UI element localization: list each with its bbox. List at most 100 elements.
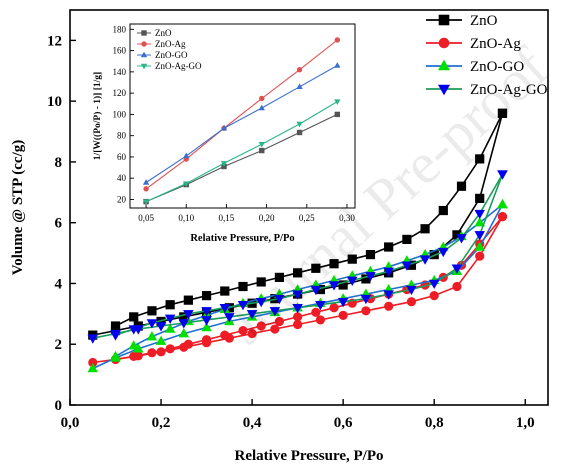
main-series-zno-ag-desorption-point <box>183 339 193 349</box>
main-series-zno-ag-go-desorption-point <box>183 310 194 320</box>
inset-series-zno-ag-go-point <box>334 99 341 106</box>
main-series-zno-ag-go-adsorption-point <box>406 285 417 296</box>
main-series-zno-go-adsorption-point <box>87 362 99 373</box>
inset-legend-marker <box>141 30 147 36</box>
main-series-zno-ag-go-desorption-point <box>456 234 467 244</box>
inset-series-zno-ag-go-point <box>183 181 190 187</box>
main-series-zno-ag-adsorption-point <box>384 301 394 311</box>
main-plot-frame <box>69 9 549 406</box>
main-series-zno-desorption-point <box>293 268 303 278</box>
inset-series-zno-ag-go-line <box>145 101 338 203</box>
main-series-zno-ag-go-desorption-point <box>201 307 212 317</box>
inset-y-tick-label: 40 <box>117 173 127 183</box>
main-series-zno-desorption-point <box>129 312 139 322</box>
main-series-zno-ag-go-adsorption-point <box>246 310 258 320</box>
main-y-tick-label: 10 <box>47 94 62 110</box>
inset-x-tick-label: 0,25 <box>299 213 315 223</box>
main-series-zno-go-desorption-point <box>146 331 158 341</box>
main-series-zno-ag-adsorption-point <box>315 315 325 325</box>
main-series-zno-ag-adsorption-point <box>429 291 439 301</box>
main-series-zno-go-desorption-line <box>115 203 503 358</box>
main-series-zno-ag-adsorption-point <box>247 328 257 339</box>
main-x-tick-label: 0,4 <box>243 415 262 431</box>
main-series-zno-ag-go-adsorption-point <box>178 319 190 329</box>
main-series-zno-desorption-point <box>311 263 321 273</box>
main-series-zno-ag-go-desorption-point <box>347 276 358 286</box>
main-series-zno-ag-go-desorption-point <box>164 314 176 324</box>
inset-series-zno-ag-point <box>296 67 303 73</box>
main-series-zno-ag-go-adsorption-point <box>337 297 349 308</box>
inset-x-tick-label: 0,15 <box>219 213 235 223</box>
main-series-zno-ag-desorption-point <box>201 335 212 345</box>
main-x-tick-label: 0,0 <box>61 415 80 431</box>
inset-x-tick-label: 0,10 <box>178 213 194 223</box>
main-series-zno-ag-adsorption-point <box>338 310 348 320</box>
inset-series-zno-go-point <box>183 152 190 159</box>
main-series-zno-ag-desorption-point <box>238 325 248 336</box>
main-series-zno-ag-adsorption-point <box>475 251 485 261</box>
main-series-zno-go-adsorption-point <box>178 328 190 338</box>
main-series-zno-desorption-point <box>497 108 508 118</box>
main-series-zno-ag-go-adsorption-point <box>383 290 394 300</box>
inset-x-tick-label: 0,30 <box>339 213 355 223</box>
inset-y-tick-label: 140 <box>113 67 127 77</box>
inset-legend-marker <box>140 63 148 70</box>
main-series-zno-ag-adsorption-point <box>452 281 462 292</box>
main-series-zno-ag-desorption-point <box>129 351 139 361</box>
inset-x-axis-label: Relative Pressure, P/Po <box>190 233 294 244</box>
main-series-zno-desorption-point <box>147 306 157 316</box>
main-series-zno-ag-adsorption-point <box>270 324 280 334</box>
main-x-tick-label: 0,2 <box>152 415 171 431</box>
main-series-zno-desorption-line <box>115 112 504 327</box>
inset-series-zno-line <box>145 113 338 203</box>
main-y-axis-label: Volume @ STP (cc/g) <box>10 140 26 275</box>
inset-series-zno-ag-point <box>143 186 149 192</box>
main-series-zno-go-desorption-point <box>164 323 176 333</box>
main-series-zno-ag-go-desorption-point <box>219 304 231 314</box>
main-x-tick-label: 1,0 <box>516 415 535 431</box>
main-legend-label: ZnO-Ag-GO <box>470 82 548 98</box>
main-series-zno-ag-desorption-point <box>329 303 339 313</box>
main-series-zno-desorption-point <box>384 242 394 252</box>
main-legend-label: ZnO-GO <box>470 59 524 75</box>
main-series-zno-desorption-point <box>274 272 285 282</box>
inset-series-zno-ag-go-point <box>220 161 228 167</box>
inset-legend-label: ZnO-GO <box>155 50 188 60</box>
inset-legend-label: ZnO <box>155 28 172 38</box>
main-series-zno-go-adsorption-point <box>474 241 485 251</box>
inset-y-axis-label: 1/[W((Po/P) - 1)] [1/g] <box>92 72 103 160</box>
main-series-zno-ag-desorption-point <box>220 330 230 340</box>
main-series-zno-ag-go-desorption-point <box>383 267 394 277</box>
inset-plot-frame <box>129 23 356 209</box>
main-legend-marker <box>437 59 451 71</box>
main-series-zno-adsorption-point <box>338 280 348 290</box>
inset-series-zno-go-line <box>145 65 338 183</box>
main-legend-marker <box>438 14 450 26</box>
main-series-zno-go-adsorption-point <box>201 321 212 332</box>
inset-series-zno-ag-go-point <box>258 141 265 148</box>
inset-series-zno-ag-point <box>334 37 341 43</box>
inset-y-tick-label: 100 <box>113 109 127 119</box>
main-series-zno-ag-go-desorption-point <box>365 272 376 282</box>
main-series-zno-ag-go-desorption-point <box>146 319 158 329</box>
inset-series-zno-ag-go-point <box>142 199 150 205</box>
inset-y-tick-label: 120 <box>113 88 127 98</box>
inset-y-tick-label: 60 <box>117 152 127 162</box>
main-series-zno-desorption-point <box>456 181 467 191</box>
main-series-zno-go-adsorption-point <box>155 335 167 345</box>
main-x-tick-label: 0,8 <box>425 415 444 431</box>
inset-y-tick-label: 20 <box>117 194 127 204</box>
inset-series-zno-go-point <box>334 62 341 68</box>
main-series-zno-ag-adsorption-point <box>361 306 371 316</box>
main-series-zno-ag-adsorption-point <box>156 347 166 357</box>
main-legend-marker <box>438 37 450 49</box>
inset-legend-label: ZnO-Ag <box>155 39 186 49</box>
main-series-zno-ag-go-desorption-point <box>255 297 267 308</box>
main-y-tick-label: 6 <box>55 216 63 232</box>
main-series-zno-desorption-point <box>110 321 121 331</box>
inset-legend-marker <box>140 51 148 58</box>
inset-y-tick-label: 160 <box>113 46 127 56</box>
inset-x-tick-label: 0,20 <box>259 213 275 223</box>
main-series-zno-desorption-point <box>475 154 485 164</box>
